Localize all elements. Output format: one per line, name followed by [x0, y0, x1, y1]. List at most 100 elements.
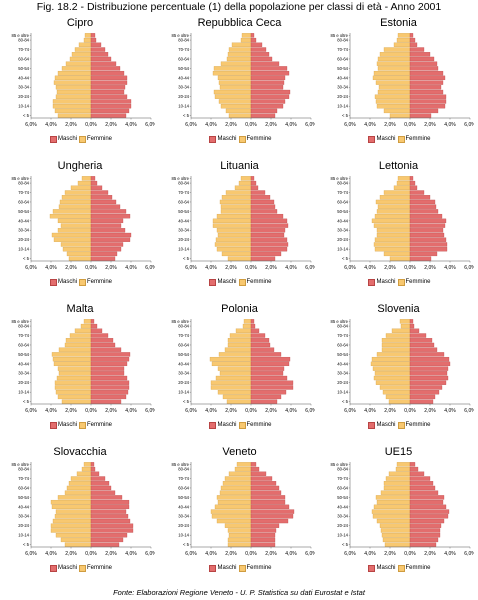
- x-tick-label: 2,0%: [65, 551, 77, 557]
- y-tick-label: 80-84: [18, 323, 29, 328]
- x-tick-label: 0,0%: [85, 265, 97, 271]
- pyramid-plot: < 5 10-14 20-24 30-34 40-44 50-54 60-64 70-74 80…: [330, 33, 473, 128]
- bar-maschi: [409, 319, 413, 324]
- bar-maschi: [409, 471, 424, 476]
- bar-maschi: [250, 75, 285, 81]
- y-tick-label: 80-84: [18, 466, 29, 471]
- pyramids-grid: Cipro < 5 10-14 20-24 30-34 40-44 50-54 60-64 7…: [0, 16, 478, 588]
- bar-maschi: [250, 218, 287, 224]
- y-tick-label: 50-54: [18, 209, 29, 214]
- y-tick-label: 70-74: [337, 47, 348, 52]
- bar-femmine: [81, 466, 92, 472]
- bar-femmine: [379, 523, 410, 528]
- x-tick-label: 4,0%: [125, 551, 137, 557]
- bar-femmine: [218, 80, 251, 85]
- bar-maschi: [90, 256, 116, 261]
- bar-femmine: [380, 528, 410, 533]
- bar-femmine: [385, 333, 410, 338]
- y-tick-label: 40-44: [18, 75, 29, 80]
- bar-femmine: [393, 42, 410, 47]
- bar-femmine: [229, 333, 251, 338]
- legend-label-femmine: Femmine: [87, 136, 113, 142]
- bar-femmine: [226, 56, 251, 62]
- x-tick-label: 2,0%: [65, 408, 77, 414]
- legend: Maschi Femmine: [366, 563, 431, 573]
- bar-maschi: [409, 199, 435, 205]
- y-tick-label: 85 e oltre: [12, 33, 30, 38]
- bar-femmine: [220, 204, 251, 209]
- bar-femmine: [70, 476, 92, 481]
- y-tick-label: 30-34: [18, 514, 29, 519]
- bar-femmine: [65, 61, 92, 66]
- bar-femmine: [373, 375, 410, 381]
- bar-femmine: [234, 466, 251, 472]
- legend: Maschi Femmine: [48, 277, 112, 287]
- y-tick-label: 30-34: [18, 371, 29, 376]
- bar-femmine: [375, 80, 410, 85]
- bar-maschi: [90, 537, 124, 543]
- y-tick-label: < 5: [342, 399, 349, 404]
- bar-femmine: [209, 356, 251, 362]
- legend-label-femmine: Femmine: [246, 279, 272, 285]
- x-tick-label: 0,0%: [404, 408, 416, 414]
- x-tick-label: 0,0%: [245, 265, 257, 271]
- bar-maschi: [409, 42, 417, 47]
- bar-femmine: [383, 251, 410, 257]
- y-tick-label: 80-84: [178, 180, 189, 185]
- pyramid-plot: < 5 10-14 20-24 30-34 40-44 50-54 60-64 70-74 80…: [171, 319, 315, 414]
- y-tick-label: 80-84: [337, 37, 348, 42]
- y-tick-label: 85 e oltre: [171, 33, 189, 38]
- bar-femmine: [54, 75, 92, 81]
- bar-maschi: [90, 366, 125, 371]
- pyramid-panel-slovenia: Slovenia < 5 10-14 20-24 30-34 40-44 50-54 60-…: [319, 302, 478, 445]
- bar-maschi: [409, 462, 415, 467]
- bar-femmine: [220, 485, 251, 491]
- bar-femmine: [83, 462, 92, 467]
- bar-maschi: [250, 37, 256, 43]
- bar-femmine: [227, 537, 251, 543]
- bar-femmine: [219, 199, 251, 205]
- bar-femmine: [83, 37, 92, 43]
- bar-femmine: [227, 52, 251, 57]
- y-tick-label: 80-84: [178, 323, 189, 328]
- y-tick-label: 70-74: [18, 476, 29, 481]
- bar-maschi: [409, 256, 431, 261]
- x-tick-label: 0,0%: [404, 122, 416, 128]
- bar-maschi: [90, 218, 124, 224]
- x-tick-label: 6,0%: [344, 265, 356, 271]
- y-tick-label: 70-74: [18, 190, 29, 195]
- x-tick-label: 2,0%: [65, 122, 77, 128]
- y-tick-label: 30-34: [337, 371, 348, 376]
- legend-label-femmine: Femmine: [405, 422, 431, 428]
- bar-maschi: [250, 347, 274, 352]
- y-tick-label: 50-54: [337, 352, 348, 357]
- legend-label-femmine: Femmine: [246, 565, 272, 571]
- y-tick-label: 70-74: [337, 476, 348, 481]
- y-tick-label: 85 e oltre: [330, 33, 348, 38]
- bar-femmine: [375, 199, 410, 205]
- x-tick-label: 6,0%: [305, 408, 315, 414]
- bar-femmine: [66, 251, 92, 257]
- bar-maschi: [90, 356, 130, 362]
- bar-femmine: [227, 342, 251, 348]
- bar-maschi: [90, 108, 130, 114]
- bar-femmine: [374, 213, 410, 219]
- chart-title: Repubblica Ceca: [197, 17, 282, 29]
- legend-label-maschi: Maschi: [376, 136, 396, 142]
- bar-maschi: [250, 89, 290, 95]
- x-tick-label: 0,0%: [245, 408, 257, 414]
- bar-maschi: [250, 237, 287, 242]
- x-tick-label: 4,0%: [444, 122, 456, 128]
- bar-maschi: [250, 251, 281, 257]
- bar-maschi: [250, 466, 259, 472]
- bar-femmine: [382, 537, 410, 543]
- legend: Maschi Femmine: [48, 563, 112, 573]
- bar-femmine: [214, 504, 251, 510]
- bar-femmine: [57, 394, 92, 400]
- bar-maschi: [250, 471, 266, 476]
- legend-swatch-femmine: [397, 421, 405, 429]
- x-tick-label: 4,0%: [364, 265, 376, 271]
- bar-maschi: [90, 485, 112, 491]
- bar-maschi: [90, 33, 96, 38]
- bar-femmine: [227, 542, 251, 547]
